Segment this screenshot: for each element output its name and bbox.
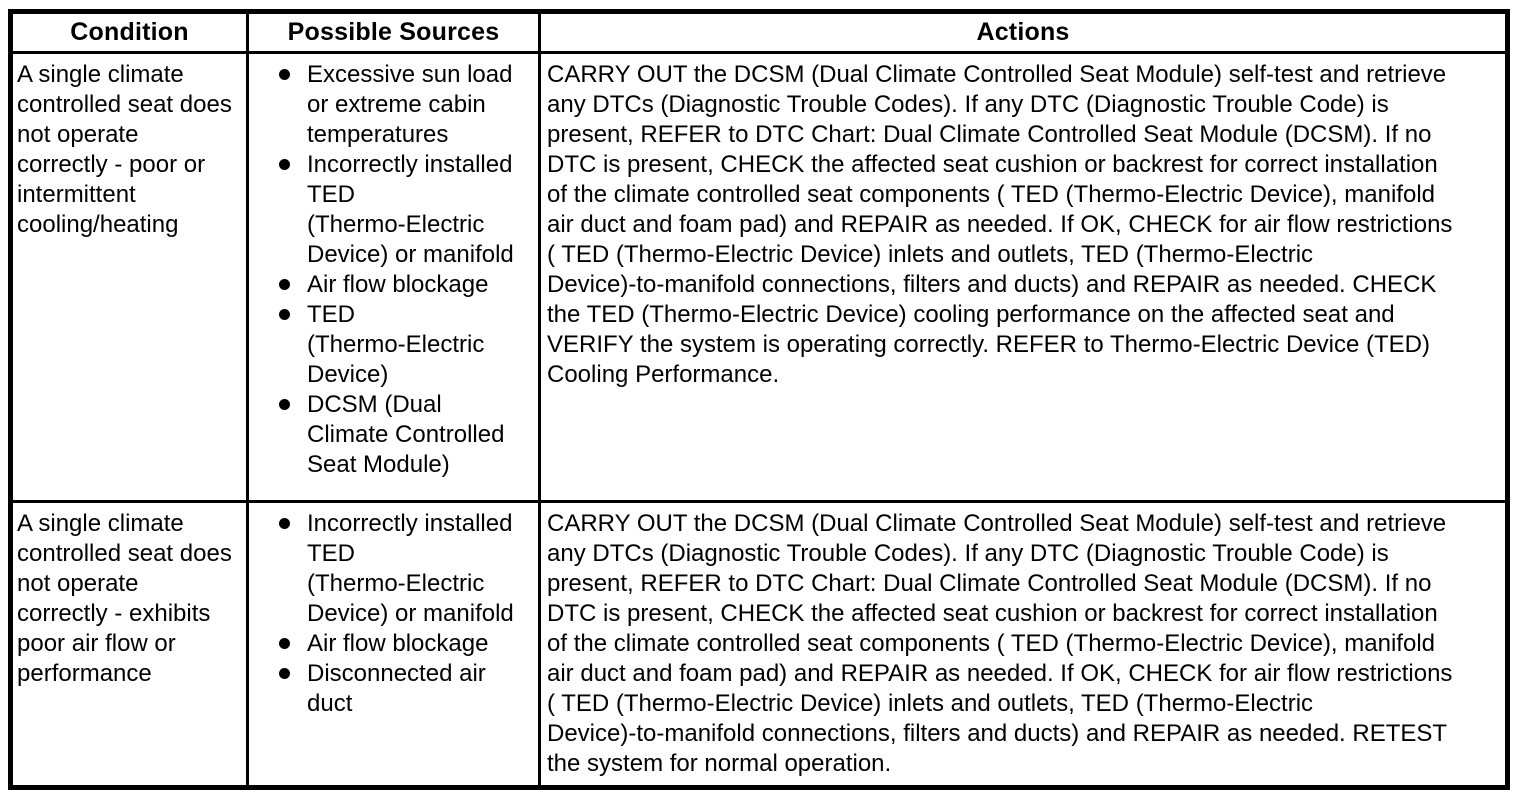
- source-item: Incorrectly installed TED (Thermo-Electr…: [279, 509, 520, 629]
- condition-cell: A single climate controlled seat does no…: [9, 500, 249, 789]
- table-row: A single climate controlled seat does no…: [9, 500, 1509, 789]
- possible-sources-cell: Excessive sun load or extreme cabin temp…: [246, 50, 541, 504]
- sources-list: Excessive sun load or extreme cabin temp…: [255, 60, 538, 480]
- condition-cell: A single climate controlled seat does no…: [9, 50, 249, 504]
- header-row: Condition Possible Sources Actions: [9, 10, 1509, 54]
- sources-list: Incorrectly installed TED (Thermo-Electr…: [255, 509, 538, 719]
- table-row: A single climate controlled seat does no…: [9, 50, 1509, 504]
- possible-sources-cell: Incorrectly installed TED (Thermo-Electr…: [246, 500, 541, 789]
- source-item: Excessive sun load or extreme cabin temp…: [279, 60, 520, 150]
- column-header-possible-sources: Possible Sources: [246, 10, 541, 54]
- source-item: DCSM (Dual Climate Controlled Seat Modul…: [279, 390, 520, 480]
- source-item: Disconnected air duct: [279, 659, 520, 719]
- source-item: TED (Thermo-Electric Device): [279, 300, 520, 390]
- actions-cell: CARRY OUT the DCSM (Dual Climate Control…: [538, 50, 1509, 504]
- column-header-condition: Condition: [9, 10, 249, 54]
- source-item: Air flow blockage: [279, 629, 520, 659]
- actions-cell: CARRY OUT the DCSM (Dual Climate Control…: [538, 500, 1509, 789]
- diagnostics-table: Condition Possible Sources Actions A sin…: [8, 9, 1510, 790]
- column-header-actions: Actions: [538, 10, 1509, 54]
- source-item: Incorrectly installed TED (Thermo-Electr…: [279, 150, 520, 270]
- source-item: Air flow blockage: [279, 270, 520, 300]
